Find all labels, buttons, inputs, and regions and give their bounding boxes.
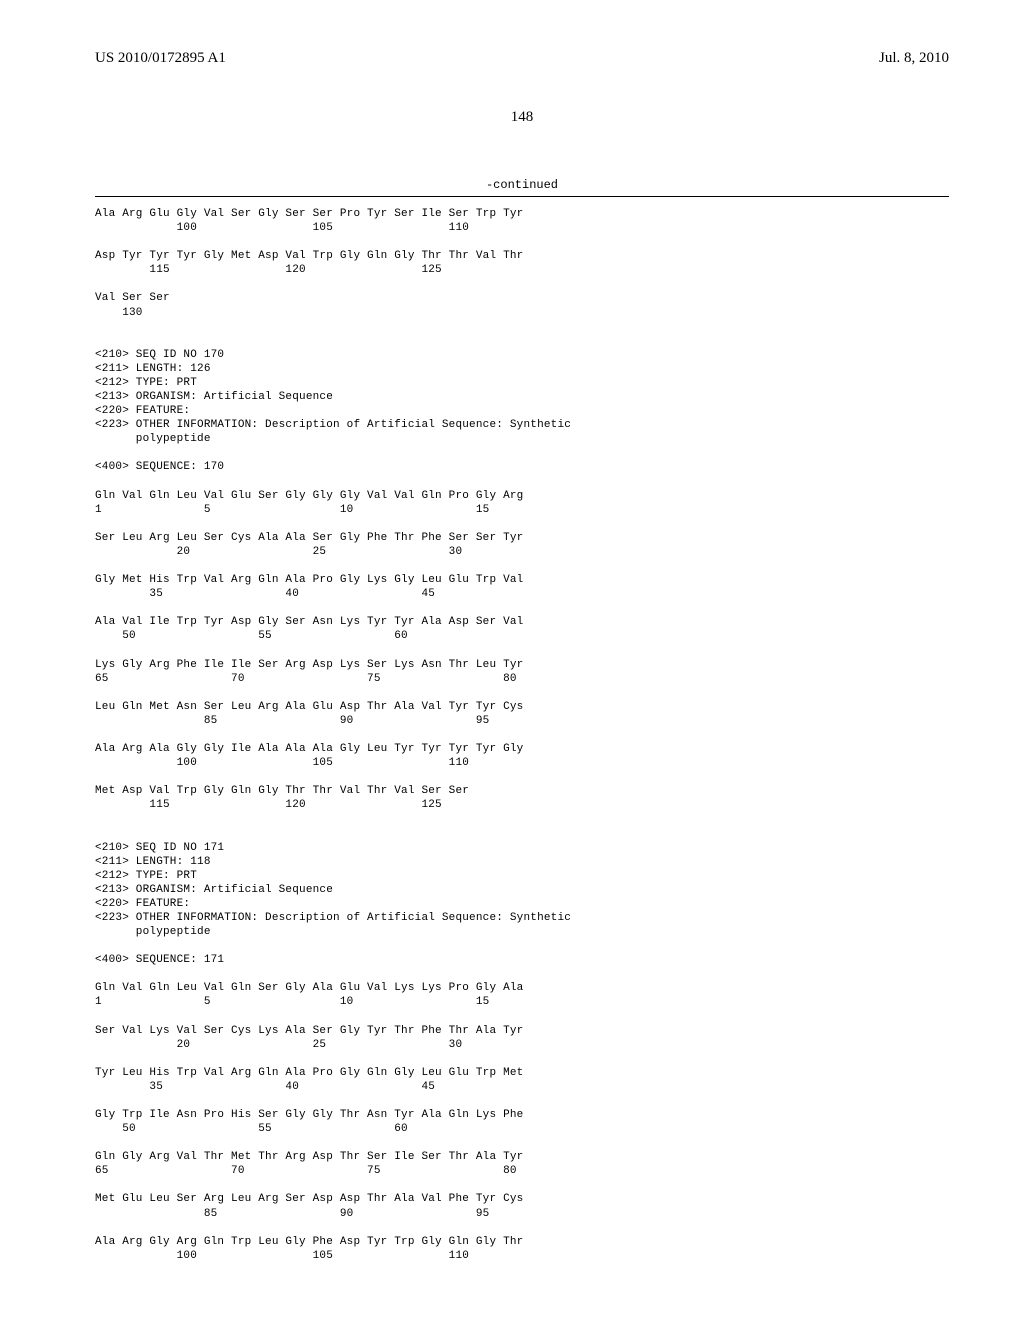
sequence-listing: Ala Arg Glu Gly Val Ser Gly Ser Ser Pro … — [95, 207, 949, 1263]
page-number: 148 — [95, 109, 949, 126]
page-header: US 2010/0172895 A1 Jul. 8, 2010 — [95, 50, 949, 67]
divider-line — [95, 196, 949, 197]
publication-number: US 2010/0172895 A1 — [95, 50, 226, 67]
continued-label: -continued — [95, 178, 949, 192]
publication-date: Jul. 8, 2010 — [879, 50, 949, 67]
